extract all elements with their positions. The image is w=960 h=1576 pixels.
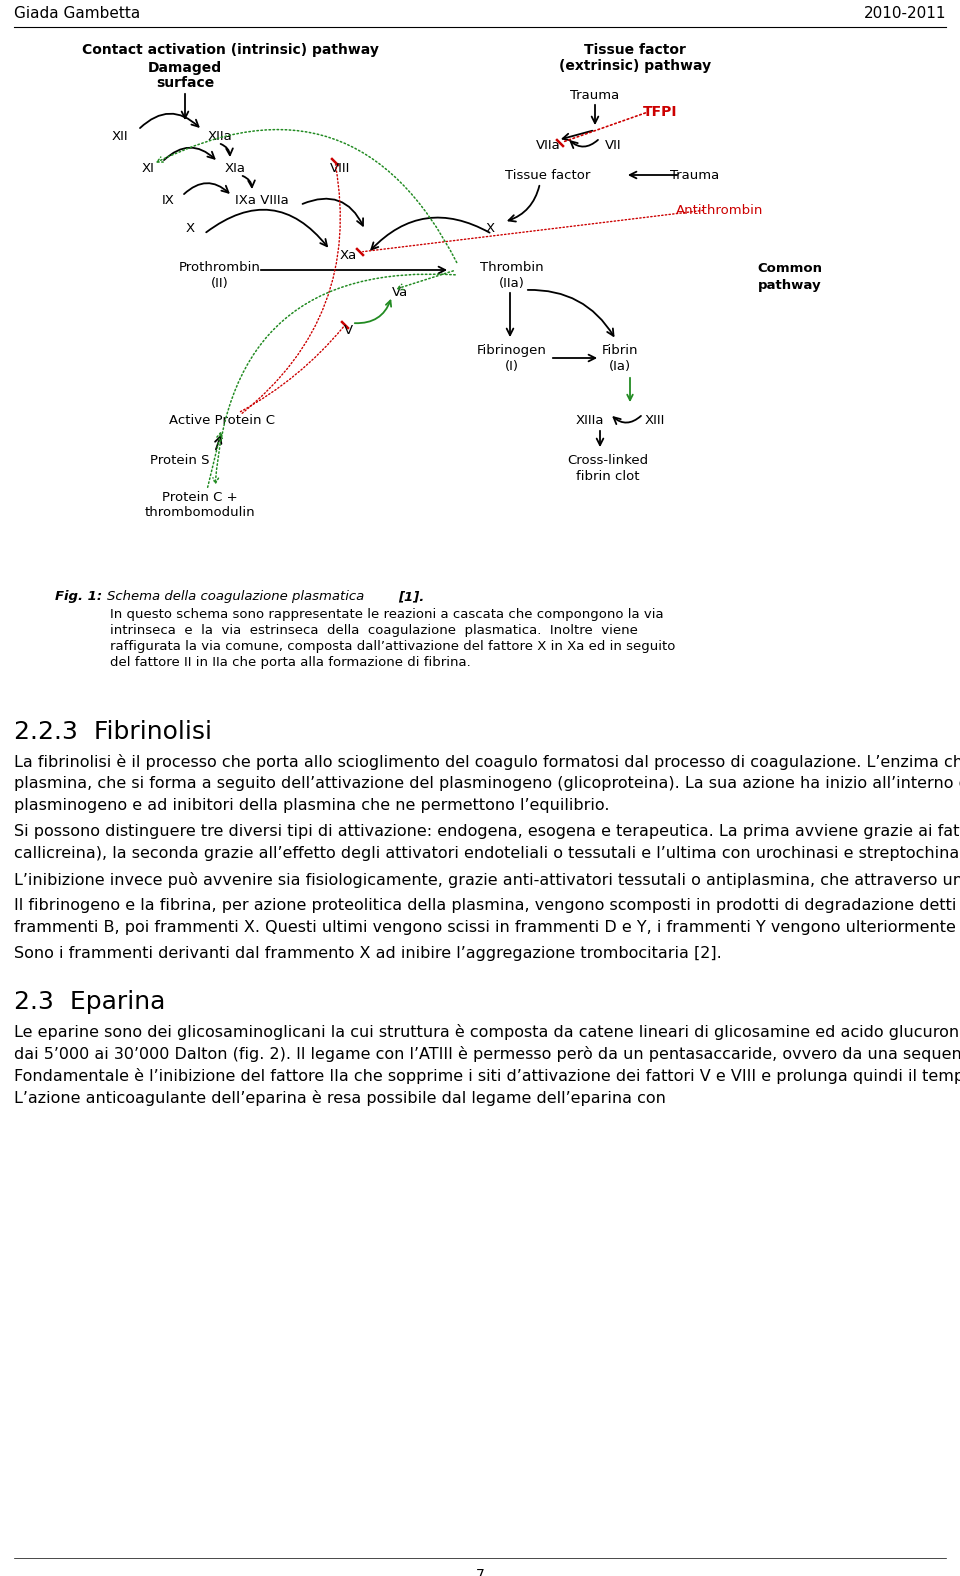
Text: XIII: XIII: [645, 413, 665, 427]
Text: IXa VIIIa: IXa VIIIa: [235, 194, 289, 206]
Text: V: V: [344, 323, 352, 337]
Text: del fattore II in IIa che porta alla formazione di fibrina.: del fattore II in IIa che porta alla for…: [110, 656, 470, 668]
Text: Sono i frammenti derivanti dal frammento X ad inibire l’aggregazione trombocitar: Sono i frammenti derivanti dal frammento…: [14, 946, 722, 961]
Text: Protein C +: Protein C +: [162, 490, 238, 503]
Text: L’inibizione invece può avvenire sia fisiologicamente, grazie anti-attivatori te: L’inibizione invece può avvenire sia fis…: [14, 872, 960, 887]
Text: Fibrin: Fibrin: [602, 344, 638, 356]
Text: IX: IX: [161, 194, 175, 206]
Text: TFPI: TFPI: [643, 106, 677, 120]
Text: Tissue factor: Tissue factor: [505, 169, 590, 181]
Text: Il fibrinogeno e la fibrina, per azione proteolitica della plasmina, vengono sco: Il fibrinogeno e la fibrina, per azione …: [14, 898, 960, 913]
Text: XI: XI: [141, 161, 155, 175]
Text: Giada Gambetta: Giada Gambetta: [14, 5, 140, 20]
Text: XIa: XIa: [225, 161, 246, 175]
Text: XIIa: XIIa: [207, 129, 232, 142]
Text: [1].: [1].: [398, 589, 424, 604]
Text: surface: surface: [156, 76, 214, 90]
Text: 2.3  Eparina: 2.3 Eparina: [14, 990, 165, 1013]
Text: thrombomodulin: thrombomodulin: [145, 506, 255, 520]
Text: XII: XII: [111, 129, 129, 142]
Text: Antithrombin: Antithrombin: [676, 203, 764, 216]
Text: Fibrinogen: Fibrinogen: [477, 344, 547, 356]
Text: 7: 7: [475, 1568, 485, 1576]
Text: Damaged: Damaged: [148, 61, 222, 76]
Text: Contact activation (intrinsic) pathway: Contact activation (intrinsic) pathway: [82, 43, 378, 57]
Text: Active Protein C: Active Protein C: [169, 413, 275, 427]
Text: frammenti B, poi frammenti X. Questi ultimi vengono scissi in frammenti D e Y, i: frammenti B, poi frammenti X. Questi ult…: [14, 920, 960, 935]
Text: L’azione anticoagulante dell’eparina è resa possibile dal legame dell’eparina co: L’azione anticoagulante dell’eparina è r…: [14, 1091, 666, 1106]
Text: Protein S: Protein S: [151, 454, 209, 466]
Text: VIIa: VIIa: [536, 139, 561, 151]
Text: plasminogeno e ad inibitori della plasmina che ne permettono l’equilibrio.: plasminogeno e ad inibitori della plasmi…: [14, 797, 610, 813]
Text: XIIIa: XIIIa: [576, 413, 604, 427]
Text: raffigurata la via comune, composta dall’attivazione del fattore X in Xa ed in s: raffigurata la via comune, composta dall…: [110, 640, 676, 652]
Text: X: X: [486, 222, 494, 235]
Text: Thrombin: Thrombin: [480, 260, 543, 274]
Text: Schema della coagulazione plasmatica: Schema della coagulazione plasmatica: [107, 589, 369, 604]
Text: Va: Va: [392, 285, 408, 298]
Text: pathway: pathway: [758, 279, 822, 292]
Text: Cross-linked: Cross-linked: [567, 454, 649, 466]
Text: 2.2.3  Fibrinolisi: 2.2.3 Fibrinolisi: [14, 720, 212, 744]
Text: La fibrinolisi è il processo che porta allo scioglimento del coagulo formatosi d: La fibrinolisi è il processo che porta a…: [14, 753, 960, 771]
Text: (I): (I): [505, 359, 519, 372]
Text: Prothrombin: Prothrombin: [180, 260, 261, 274]
Text: VII: VII: [605, 139, 621, 151]
Text: Trauma: Trauma: [670, 169, 720, 181]
Text: Fondamentale è l’inibizione del fattore IIa che sopprime i siti d’attivazione de: Fondamentale è l’inibizione del fattore …: [14, 1069, 960, 1084]
Text: Le eparine sono dei glicosaminoglicani la cui struttura è composta da catene lin: Le eparine sono dei glicosaminoglicani l…: [14, 1024, 960, 1040]
Text: (II): (II): [211, 276, 228, 290]
Text: Tissue factor: Tissue factor: [584, 43, 686, 57]
Text: (IIa): (IIa): [499, 276, 525, 290]
Text: X: X: [185, 222, 195, 235]
Text: Xa: Xa: [340, 249, 356, 262]
Text: 2010-2011: 2010-2011: [863, 5, 946, 20]
Text: Trauma: Trauma: [570, 88, 619, 101]
Text: (extrinsic) pathway: (extrinsic) pathway: [559, 58, 711, 72]
Text: dai 5’000 ai 30’000 Dalton (fig. 2). Il legame con l’ATIII è permesso però da un: dai 5’000 ai 30’000 Dalton (fig. 2). Il …: [14, 1046, 960, 1062]
Text: Fig. 1:: Fig. 1:: [55, 589, 102, 604]
Text: (Ia): (Ia): [609, 359, 631, 372]
Text: callicreina), la seconda grazie all’effetto degli attivatori endoteliali o tessu: callicreina), la seconda grazie all’effe…: [14, 846, 960, 860]
Text: Si possono distinguere tre diversi tipi di attivazione: endogena, esogena e tera: Si possono distinguere tre diversi tipi …: [14, 824, 960, 838]
Text: fibrin clot: fibrin clot: [576, 470, 639, 482]
Text: VIII: VIII: [330, 161, 350, 175]
Text: plasmina, che si forma a seguito dell’attivazione del plasminogeno (glicoprotein: plasmina, che si forma a seguito dell’at…: [14, 775, 960, 791]
Text: intrinseca  e  la  via  estrinseca  della  coagulazione  plasmatica.  Inoltre  v: intrinseca e la via estrinseca della coa…: [110, 624, 637, 637]
Text: Common: Common: [757, 262, 823, 274]
Text: In questo schema sono rappresentate le reazioni a cascata che compongono la via: In questo schema sono rappresentate le r…: [110, 608, 663, 621]
